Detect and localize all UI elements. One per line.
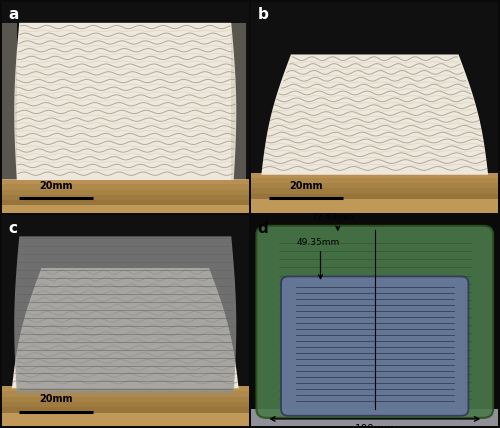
Text: a: a (8, 7, 18, 22)
Text: 20mm: 20mm (40, 394, 73, 404)
Bar (2, 402, 248, 407)
Bar (252, 183, 498, 188)
Bar (232, 23, 246, 180)
Text: c: c (8, 220, 17, 235)
Bar (2, 407, 248, 413)
FancyBboxPatch shape (256, 226, 493, 418)
Text: b: b (258, 7, 268, 22)
Polygon shape (12, 268, 238, 388)
Text: 20mm: 20mm (40, 181, 73, 190)
Text: 72.49mm: 72.49mm (312, 213, 354, 222)
Bar (2, 184, 248, 190)
Bar (252, 172, 498, 178)
Bar (252, 188, 498, 194)
Bar (2, 200, 248, 205)
Bar (252, 172, 498, 213)
Polygon shape (262, 54, 488, 175)
Bar (2, 397, 248, 402)
Bar (2, 179, 248, 213)
Text: d: d (258, 220, 268, 235)
Bar (2, 23, 17, 180)
Bar (2, 190, 248, 195)
Bar (2, 386, 248, 392)
Bar (252, 178, 498, 183)
Text: 20mm: 20mm (289, 181, 322, 190)
Bar (2, 215, 248, 386)
Bar (252, 194, 498, 199)
Bar (2, 392, 248, 397)
Bar (2, 386, 248, 426)
FancyBboxPatch shape (281, 276, 468, 416)
Polygon shape (14, 23, 236, 180)
Polygon shape (14, 236, 236, 394)
Bar (252, 410, 498, 426)
Text: 100mm: 100mm (355, 424, 395, 428)
Bar (2, 179, 248, 184)
Bar (2, 195, 248, 200)
Text: 49.35mm: 49.35mm (296, 238, 340, 247)
Bar (2, 2, 248, 179)
Bar (252, 2, 498, 172)
